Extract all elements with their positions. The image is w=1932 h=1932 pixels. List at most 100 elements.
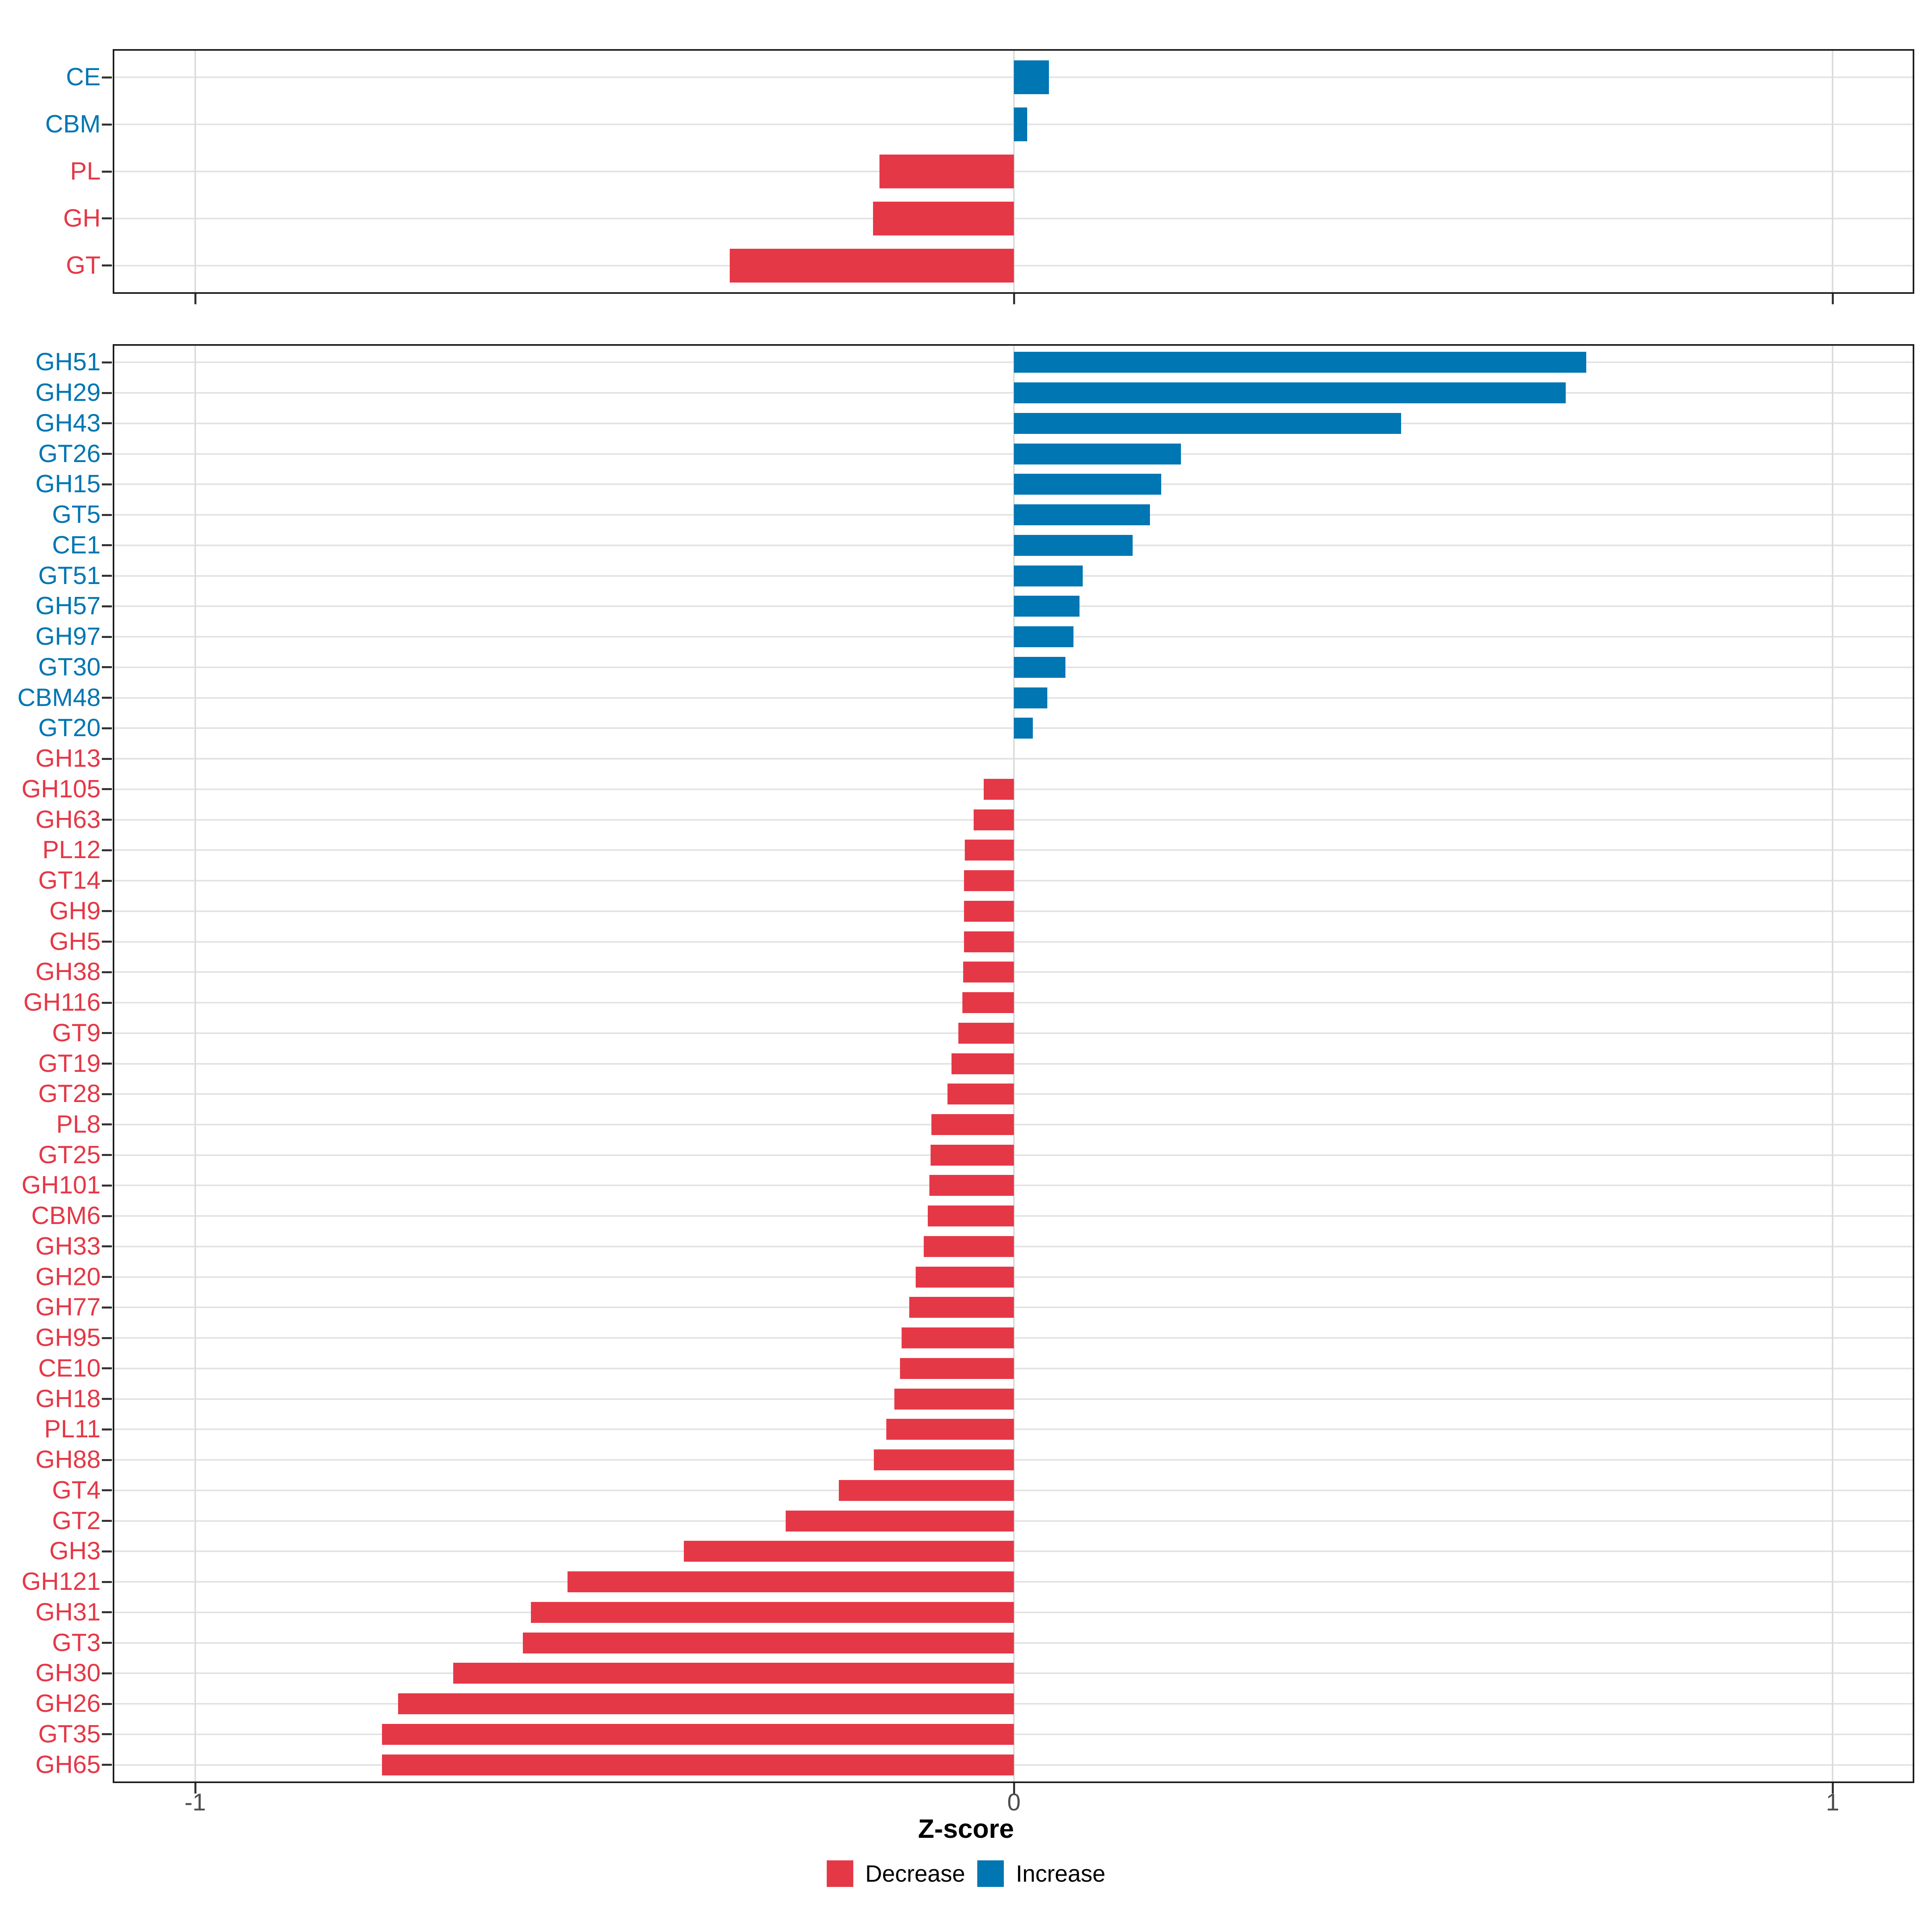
y-tick: [102, 264, 112, 267]
category-label-GT4: GT4: [52, 1476, 101, 1504]
bar-GH57: [1014, 596, 1080, 617]
bar-GH3: [684, 1541, 1014, 1562]
category-label-GH5: GH5: [49, 927, 101, 956]
x-tick: [1831, 294, 1834, 304]
bar-GH77: [909, 1297, 1014, 1318]
bar-PL12: [964, 840, 1014, 861]
gridline-vertical: [1013, 346, 1015, 1781]
category-label-GT28: GT28: [38, 1080, 101, 1108]
y-tick: [102, 727, 112, 729]
bar-GH43: [1014, 413, 1402, 434]
y-tick: [102, 217, 112, 220]
category-label-CE10: CE10: [38, 1354, 101, 1382]
y-tick: [102, 483, 112, 485]
bar-CBM48: [1014, 687, 1048, 708]
bar-GH9: [964, 900, 1014, 922]
category-label-GH18: GH18: [35, 1385, 101, 1413]
y-tick: [102, 1428, 112, 1430]
y-tick: [102, 1611, 112, 1614]
y-tick: [102, 697, 112, 699]
bar-GT20: [1014, 718, 1033, 739]
x-tick-label: 0: [1007, 1789, 1021, 1816]
bar-GT: [730, 248, 1014, 283]
x-tick: [1013, 294, 1015, 304]
bar-GH: [873, 201, 1014, 235]
y-tick: [102, 1215, 112, 1217]
y-tick: [102, 941, 112, 943]
legend-item-decrease: Decrease: [826, 1860, 965, 1887]
category-label-GH31: GH31: [35, 1598, 101, 1626]
y-tick: [102, 392, 112, 394]
y-tick: [102, 1642, 112, 1644]
category-label-GT20: GT20: [38, 714, 101, 742]
bar-GT35: [382, 1724, 1014, 1745]
bar-GH63: [974, 809, 1014, 830]
bar-GH33: [924, 1236, 1014, 1257]
y-tick: [102, 1733, 112, 1736]
category-label-GH101: GH101: [21, 1171, 101, 1199]
category-label-GT9: GT9: [52, 1019, 101, 1047]
category-label-GT19: GT19: [38, 1049, 101, 1077]
category-label-GH65: GH65: [35, 1750, 101, 1779]
bar-GH105: [983, 778, 1014, 800]
bar-GT9: [958, 1022, 1014, 1044]
legend-item-increase: Increase: [977, 1860, 1105, 1887]
category-label-GH3: GH3: [49, 1537, 101, 1565]
bar-GH20: [915, 1266, 1014, 1288]
category-label-CBM48: CBM48: [17, 683, 101, 712]
y-tick: [102, 1063, 112, 1065]
y-tick: [102, 1489, 112, 1492]
legend-swatch-decrease: [826, 1860, 853, 1887]
bar-GH29: [1014, 382, 1566, 404]
category-label-GH121: GH121: [21, 1568, 101, 1596]
category-label-PL11: PL11: [44, 1415, 101, 1443]
bar-GH5: [964, 931, 1014, 952]
bar-GT4: [838, 1480, 1014, 1501]
x-tick-label: 1: [1826, 1789, 1839, 1816]
bar-GH65: [382, 1754, 1014, 1775]
category-label-GH13: GH13: [35, 745, 101, 773]
y-tick: [102, 1459, 112, 1461]
bar-CE1: [1014, 535, 1133, 556]
bar-GH31: [530, 1602, 1014, 1623]
category-label-CBM6: CBM6: [31, 1202, 101, 1230]
category-label-GH29: GH29: [35, 379, 101, 407]
bar-GT26: [1014, 443, 1181, 464]
category-label-GH77: GH77: [35, 1293, 101, 1321]
gridline-vertical: [1832, 51, 1833, 292]
category-label-GT5: GT5: [52, 501, 101, 529]
x-tick: [194, 294, 196, 304]
y-tick: [102, 544, 112, 547]
bar-GT14: [964, 870, 1014, 892]
category-label-GH63: GH63: [35, 805, 101, 834]
category-label-PL8: PL8: [56, 1110, 101, 1138]
category-label-GH33: GH33: [35, 1232, 101, 1260]
y-tick: [102, 1672, 112, 1674]
legend-swatch-increase: [977, 1860, 1004, 1887]
category-label-PL: PL: [70, 157, 101, 185]
y-tick: [102, 758, 112, 760]
gridline-vertical: [194, 51, 196, 292]
category-label-GH38: GH38: [35, 958, 101, 986]
bar-GH88: [874, 1449, 1014, 1471]
y-tick: [102, 1032, 112, 1034]
legend-label-decrease: Decrease: [865, 1860, 965, 1887]
category-label-GH95: GH95: [35, 1324, 101, 1352]
bar-GT25: [930, 1144, 1014, 1166]
y-tick: [102, 1123, 112, 1126]
bar-GT28: [947, 1084, 1014, 1105]
bar-GH95: [902, 1327, 1014, 1349]
y-tick: [102, 422, 112, 425]
bar-GH101: [929, 1175, 1014, 1196]
bar-GT51: [1014, 565, 1083, 586]
y-tick: [102, 1581, 112, 1583]
y-tick: [102, 1306, 112, 1309]
y-tick: [102, 636, 112, 638]
y-tick: [102, 1184, 112, 1187]
category-label-GH26: GH26: [35, 1690, 101, 1718]
y-tick: [102, 849, 112, 851]
bar-GH116: [962, 992, 1014, 1013]
category-label-GH88: GH88: [35, 1446, 101, 1474]
y-tick: [102, 1398, 112, 1400]
bar-CE: [1014, 60, 1049, 95]
